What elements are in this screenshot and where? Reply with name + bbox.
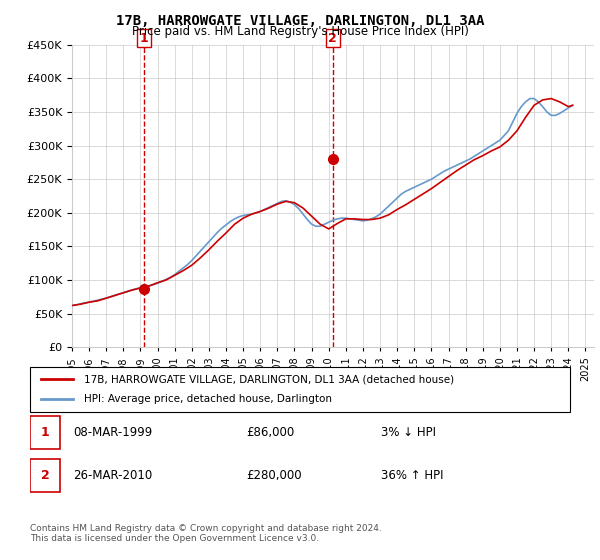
Text: 2: 2 — [41, 469, 49, 482]
Text: HPI: Average price, detached house, Darlington: HPI: Average price, detached house, Darl… — [84, 394, 332, 404]
Text: 2: 2 — [328, 32, 337, 45]
Text: £280,000: £280,000 — [246, 469, 302, 482]
Text: £86,000: £86,000 — [246, 426, 294, 438]
Text: 17B, HARROWGATE VILLAGE, DARLINGTON, DL1 3AA: 17B, HARROWGATE VILLAGE, DARLINGTON, DL1… — [116, 14, 484, 28]
FancyBboxPatch shape — [30, 416, 60, 449]
Text: 1: 1 — [41, 426, 49, 438]
Text: 08-MAR-1999: 08-MAR-1999 — [73, 426, 152, 438]
FancyBboxPatch shape — [30, 367, 570, 412]
Text: Price paid vs. HM Land Registry's House Price Index (HPI): Price paid vs. HM Land Registry's House … — [131, 25, 469, 38]
Text: 36% ↑ HPI: 36% ↑ HPI — [381, 469, 443, 482]
Text: 17B, HARROWGATE VILLAGE, DARLINGTON, DL1 3AA (detached house): 17B, HARROWGATE VILLAGE, DARLINGTON, DL1… — [84, 374, 454, 384]
Text: 1: 1 — [139, 32, 148, 45]
Text: 26-MAR-2010: 26-MAR-2010 — [73, 469, 152, 482]
Text: 3% ↓ HPI: 3% ↓ HPI — [381, 426, 436, 438]
Text: Contains HM Land Registry data © Crown copyright and database right 2024.
This d: Contains HM Land Registry data © Crown c… — [30, 524, 382, 543]
FancyBboxPatch shape — [30, 459, 60, 492]
